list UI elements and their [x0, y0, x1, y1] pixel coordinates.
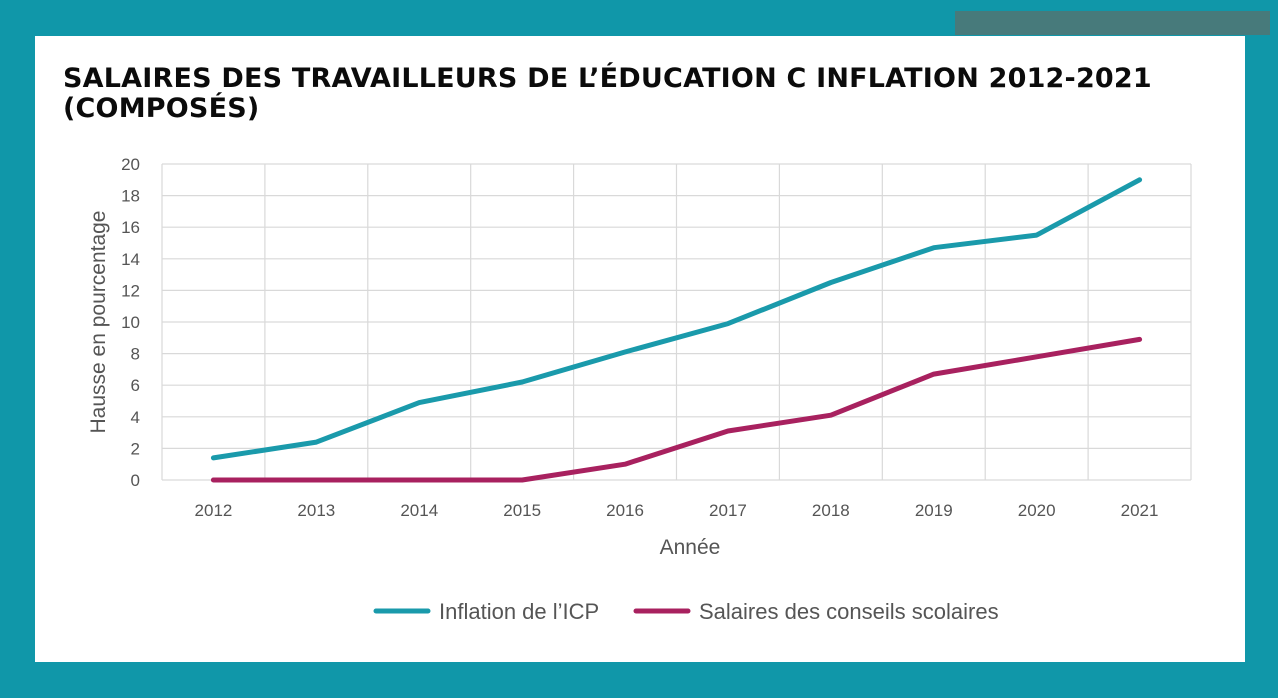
- top-accent-bar: [955, 11, 1270, 35]
- x-tick-label: 2015: [503, 501, 541, 520]
- y-tick-label: 16: [121, 218, 140, 237]
- y-tick-label: 10: [121, 313, 140, 332]
- y-tick-label: 20: [121, 155, 140, 174]
- y-axis-title: Hausse en pourcentage: [87, 211, 110, 434]
- y-tick-label: 0: [131, 471, 140, 490]
- series-line-salaires: [210, 336, 1143, 483]
- x-tick-label: 2019: [915, 501, 953, 520]
- y-tick-label: 8: [131, 345, 140, 364]
- x-tick-label: 2017: [709, 501, 747, 520]
- y-tick-label: 18: [121, 187, 140, 206]
- x-tick-label: 2012: [195, 501, 233, 520]
- x-axis-title: Année: [660, 536, 721, 559]
- y-tick-label: 2: [131, 439, 140, 458]
- x-tick-label: 2014: [400, 501, 438, 520]
- x-tick-label: 2021: [1121, 501, 1159, 520]
- chart-title: SALAIRES DES TRAVAILLEURS DE L’ÉDUCATION…: [63, 63, 1152, 124]
- legend-label-inflation: Inflation de l’ICP: [439, 599, 599, 624]
- x-tick-label: 2016: [606, 501, 644, 520]
- y-tick-label: 6: [131, 376, 140, 395]
- legend: Inflation de l’ICP Salaires des conseils…: [373, 599, 999, 624]
- x-tick-label: 2013: [297, 501, 335, 520]
- series-line-inflation: [210, 177, 1143, 461]
- x-tick-label: 2018: [812, 501, 850, 520]
- y-axis-ticks: 0 2 4 6 8 10 12 14 16 18 20: [121, 155, 140, 490]
- x-axis-ticks: 2012 2013 2014 2015 2016 2017 2018 2019 2020 2021: [195, 501, 1159, 520]
- vertical-gridlines: [161, 164, 1192, 480]
- legend-label-salaires: Salaires des conseils scolaires: [699, 599, 999, 624]
- series-lines: [210, 177, 1143, 483]
- y-tick-label: 4: [131, 408, 140, 427]
- x-tick-label: 2020: [1018, 501, 1056, 520]
- y-tick-label: 14: [121, 250, 140, 269]
- y-tick-label: 12: [121, 281, 140, 300]
